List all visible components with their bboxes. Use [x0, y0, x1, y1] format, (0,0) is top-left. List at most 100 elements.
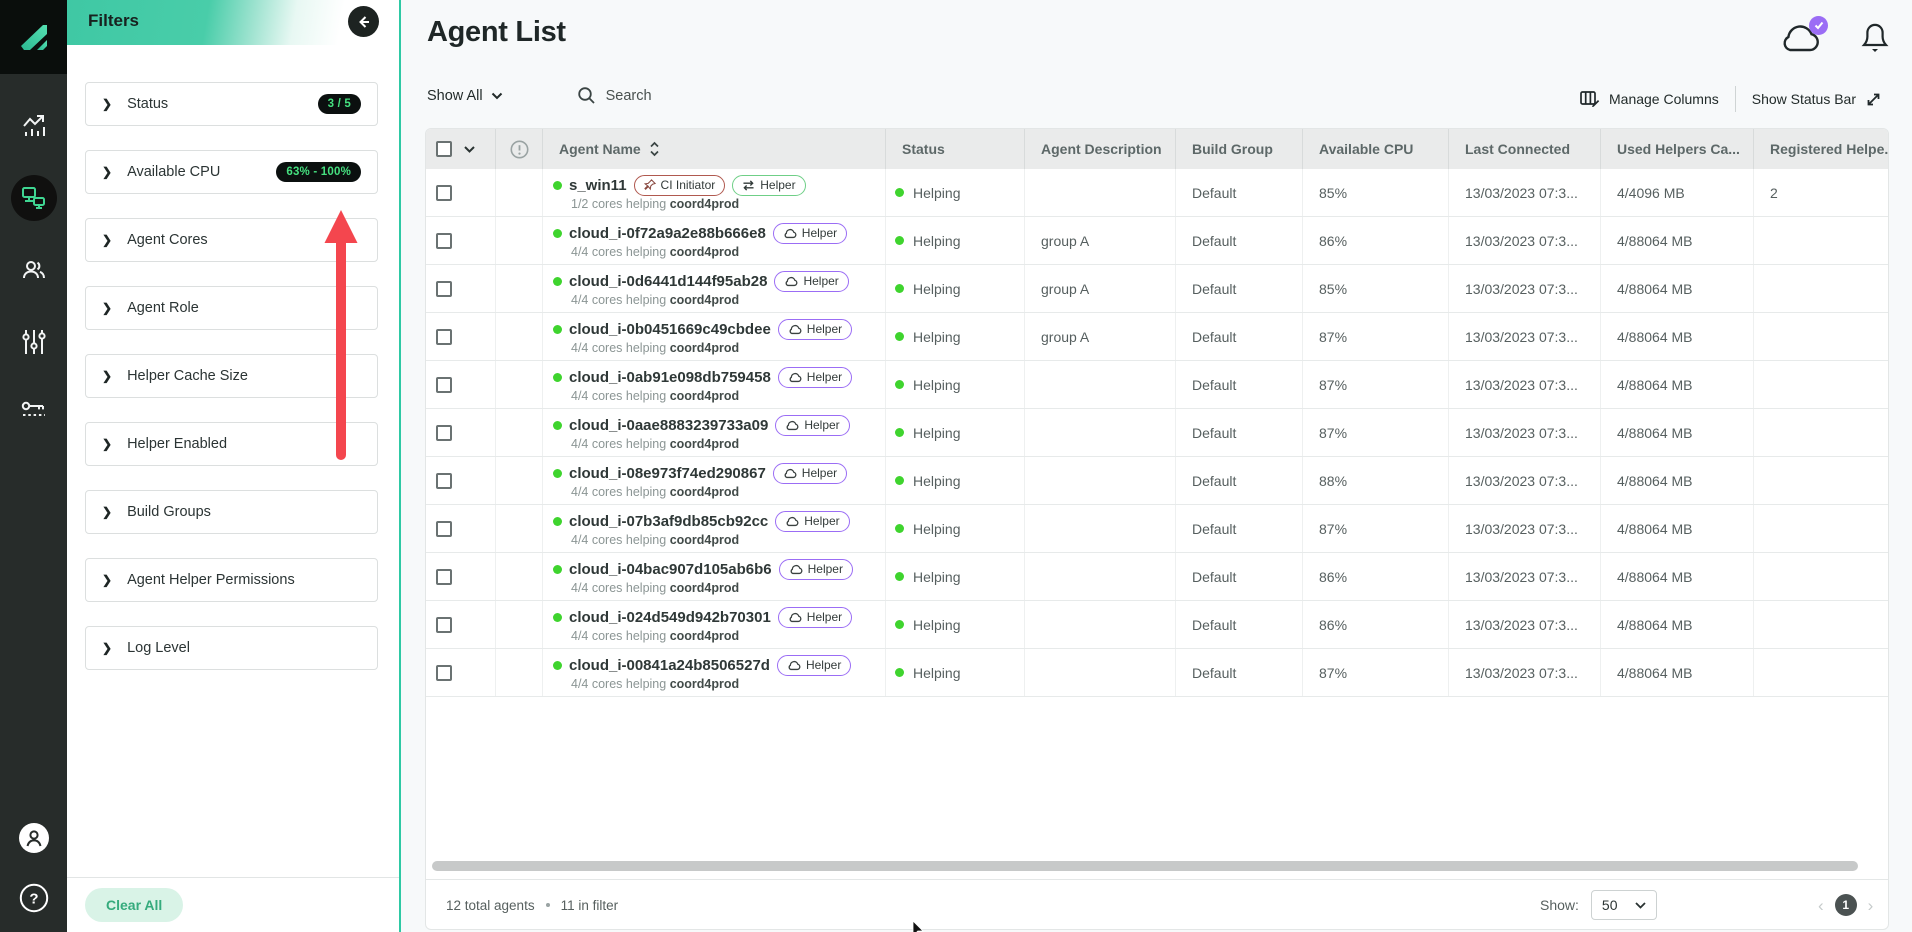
page-size-select[interactable]: 50 [1590, 890, 1657, 920]
column-header-registered-helpers[interactable]: Registered Helpe.. [1770, 141, 1888, 157]
agent-cores-subtext: 4/4 cores helping coord4prod [571, 628, 740, 643]
sidebar-item-help[interactable]: ? [0, 883, 67, 913]
collapse-filters-button[interactable] [348, 6, 379, 37]
show-all-dropdown[interactable]: Show All [427, 88, 503, 104]
filter-section-status[interactable]: ❯ Status 3 / 5 [85, 82, 378, 126]
table-row[interactable]: cloud_i-0ab91e098db759458 Helper 4/4 cores… [426, 361, 1888, 409]
notifications-button[interactable] [1860, 18, 1890, 59]
table-row[interactable]: cloud_i-024d549d942b70301 Helper 4/4 cores… [426, 601, 1888, 649]
agents-icon [21, 187, 45, 209]
row-checkbox[interactable] [436, 232, 452, 249]
row-checkbox[interactable] [436, 184, 452, 201]
column-header-status[interactable]: Status [886, 129, 1025, 169]
filter-section-log-level[interactable]: ❯ Log Level [85, 626, 378, 670]
table-toolbar-right: Manage Columns Show Status Bar [1580, 86, 1882, 112]
chevron-down-icon [1635, 901, 1646, 909]
row-checkbox[interactable] [436, 616, 452, 633]
agent-description-cell: group A [1025, 217, 1176, 264]
agent-table: Agent Name Status Agent Description Buil… [425, 128, 1889, 930]
agent-name-cell: cloud_i-0aae8883239733a09 Helper 4/4 cores… [543, 409, 886, 456]
row-checkbox[interactable] [436, 328, 452, 345]
manage-columns-button[interactable]: Manage Columns [1580, 90, 1719, 108]
table-row[interactable]: cloud_i-0b0451669c49cbdee Helper 4/4 cores… [426, 313, 1888, 361]
table-row[interactable]: cloud_i-07b3af9db85cb92cc Helper 4/4 cores… [426, 505, 1888, 553]
next-page-button[interactable]: › [1867, 895, 1874, 915]
filter-section-helper-enabled[interactable]: ❯ Helper Enabled [85, 422, 378, 466]
sort-icon[interactable] [649, 141, 660, 157]
agent-online-dot [553, 564, 562, 574]
row-checkbox[interactable] [436, 568, 452, 585]
arrow-left-icon [358, 15, 369, 28]
column-header-agent-name[interactable]: Agent Name [543, 129, 886, 169]
table-row[interactable]: cloud_i-0aae8883239733a09 Helper 4/4 cores… [426, 409, 1888, 457]
agent-cores-subtext: 4/4 cores helping coord4prod [571, 292, 740, 307]
horizontal-scrollbar[interactable] [432, 861, 1858, 871]
table-row[interactable]: cloud_i-00841a24b8506527d Helper 4/4 cores… [426, 649, 1888, 697]
build-group-cell: Default [1176, 649, 1303, 696]
row-checkbox[interactable] [436, 280, 452, 297]
column-header-used-helpers[interactable]: Used Helpers Ca... [1601, 129, 1754, 169]
cloud-icon [786, 516, 799, 526]
table-row[interactable]: cloud_i-0f72a9a2e88b666e8 Helper 4/4 cores… [426, 217, 1888, 265]
agent-name-header-label: Agent Name [559, 141, 641, 157]
registered-helpers-cell [1754, 553, 1888, 600]
column-header-last-connected[interactable]: Last Connected [1449, 129, 1601, 169]
current-page-button[interactable]: 1 [1834, 894, 1857, 916]
select-all-checkbox[interactable] [436, 141, 452, 157]
sidebar-item-analytics[interactable] [0, 112, 67, 140]
table-row[interactable]: cloud_i-04bac907d105ab6b6 Helper 4/4 cores… [426, 553, 1888, 601]
search-input[interactable]: Search [577, 86, 652, 105]
prev-page-button[interactable]: ‹ [1818, 895, 1824, 915]
sidebar-item-license[interactable] [0, 398, 67, 424]
sidebar-item-users[interactable] [0, 256, 67, 284]
build-group-cell: Default [1176, 169, 1303, 216]
registered-helpers-cell [1754, 505, 1888, 552]
show-label: Show: [1540, 897, 1579, 913]
row-checkbox[interactable] [436, 472, 452, 489]
row-checkbox[interactable] [436, 520, 452, 537]
table-row[interactable]: s_win11 CI Initiator Helper 1/2 cores helpi… [426, 169, 1888, 217]
agent-description-cell [1025, 361, 1176, 408]
filter-section-agent-role[interactable]: ❯ Agent Role [85, 286, 378, 330]
row-alert-cell [496, 169, 543, 216]
filter-section-build-groups[interactable]: ❯ Build Groups [85, 490, 378, 534]
filters-panel: Filters ❯ Status 3 / 5 ❯ Available CPU 63% - … [67, 0, 399, 932]
filter-section-agent-helper-permissions[interactable]: ❯ Agent Helper Permissions [85, 558, 378, 602]
filter-section-available-cpu[interactable]: ❯ Available CPU 63% - 100% [85, 150, 378, 194]
status-dot [895, 524, 904, 533]
agent-name: cloud_i-04bac907d105ab6b6 [569, 560, 772, 578]
table-row[interactable]: cloud_i-08e973f74ed290867 Helper 4/4 cores… [426, 457, 1888, 505]
column-header-build-group[interactable]: Build Group [1176, 129, 1303, 169]
analytics-icon [22, 115, 45, 136]
table-row[interactable]: cloud_i-0d6441d144f95ab28 Helper 4/4 cores… [426, 265, 1888, 313]
agent-online-dot [553, 468, 562, 478]
sidebar-item-settings[interactable] [0, 328, 67, 356]
coordinator-name: coord4prod [669, 244, 740, 259]
show-status-bar-button[interactable]: Show Status Bar [1752, 91, 1882, 108]
agent-cores-subtext: 4/4 cores helping coord4prod [571, 388, 740, 403]
panel-separator [399, 0, 401, 932]
badge-label: CI Initiator [660, 177, 716, 192]
available-cpu-cell: 85% [1303, 169, 1449, 216]
sidebar-item-agents[interactable] [0, 175, 67, 221]
app-sidebar: ? [0, 0, 67, 932]
filter-section-helper-cache-size[interactable]: ❯ Helper Cache Size [85, 354, 378, 398]
used-helpers-cell: 4/88064 MB [1601, 361, 1754, 408]
app-logo[interactable] [0, 0, 67, 74]
available-cpu-cell: 87% [1303, 409, 1449, 456]
clear-all-button[interactable]: Clear All [85, 888, 184, 922]
select-menu-chevron-icon[interactable] [464, 145, 475, 153]
sidebar-item-account[interactable] [0, 822, 67, 854]
row-checkbox[interactable] [436, 424, 452, 441]
status-dot [895, 380, 904, 389]
column-header-agent-description[interactable]: Agent Description [1025, 129, 1176, 169]
cloud-sync-button[interactable] [1778, 15, 1828, 58]
column-header-available-cpu[interactable]: Available CPU [1303, 129, 1449, 169]
row-checkbox[interactable] [436, 376, 452, 393]
row-checkbox[interactable] [436, 664, 452, 681]
available-cpu-cell: 87% [1303, 361, 1449, 408]
registered-helpers-cell [1754, 265, 1888, 312]
sync-arrows-icon [743, 179, 754, 191]
available-cpu-cell: 87% [1303, 313, 1449, 360]
page-size-control: Show: 50 [1540, 880, 1657, 930]
